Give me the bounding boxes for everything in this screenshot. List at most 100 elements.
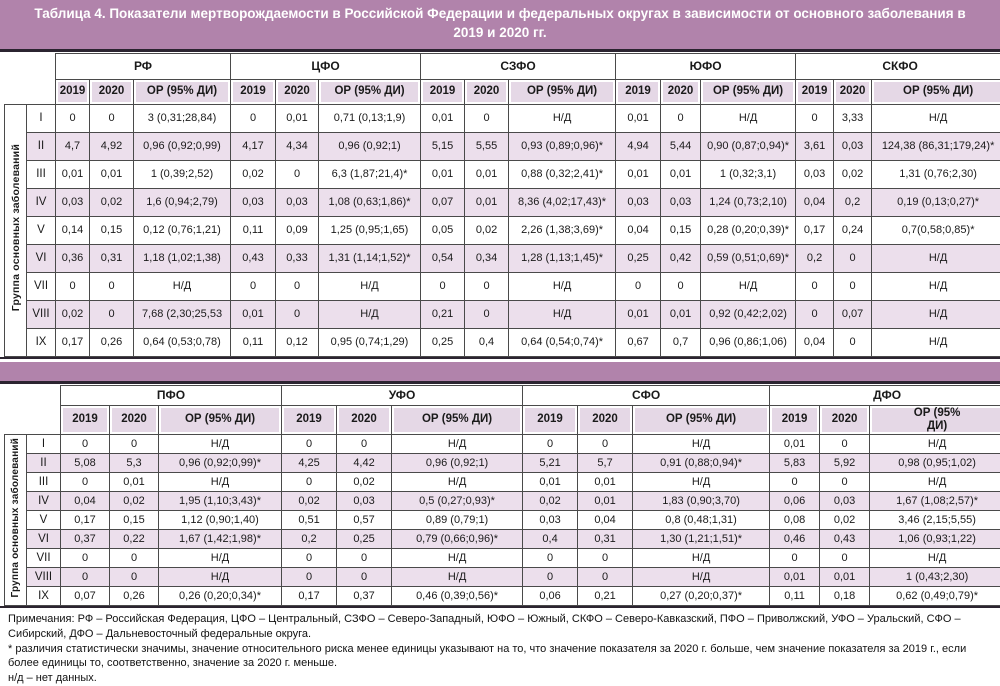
data-cell: 4,42: [337, 454, 392, 473]
data-cell: 1,31 (0,76;2,30): [872, 160, 1000, 188]
data-cell: 0,79 (0,66;0,96)*: [392, 530, 523, 549]
data-cell: 1,31 (1,14;1,52)*: [319, 244, 421, 272]
data-cell: 0: [820, 549, 870, 568]
row-group-vertical-label: Группа основных заболеваний: [5, 435, 27, 606]
data-cell: 0,06: [770, 492, 820, 511]
year-header: 2020: [840, 85, 866, 97]
data-cell: 0,24: [834, 216, 872, 244]
data-cell: 0,03: [834, 132, 872, 160]
data-cell: 0: [337, 435, 392, 454]
data-cell: 8,36 (4,02;17,43)*: [509, 188, 616, 216]
district-header: ЮФО: [616, 53, 796, 79]
data-cell: 0,01: [770, 568, 820, 587]
data-cell: 0,04: [61, 492, 110, 511]
data-cell: 0,06: [523, 587, 578, 606]
district-header: РФ: [56, 53, 231, 79]
data-cell: 0,37: [61, 530, 110, 549]
data-cell: Н/Д: [159, 568, 282, 587]
data-cell: 0,33: [276, 244, 319, 272]
data-cell: 0,43: [231, 244, 276, 272]
data-cell: Н/Д: [870, 549, 1000, 568]
data-cell: Н/Д: [509, 104, 616, 132]
data-cell: Н/Д: [319, 300, 421, 328]
data-cell: 0,09: [276, 216, 319, 244]
data-cell: Н/Д: [872, 272, 1000, 300]
row-group-vertical-label: Группа основных заболеваний: [5, 104, 27, 356]
note-no-data: н/д – нет данных.: [8, 671, 992, 685]
row-group-label: I: [27, 104, 56, 132]
data-cell: 0: [337, 549, 392, 568]
data-cell: 5,3: [110, 454, 159, 473]
data-cell: 0,03: [820, 492, 870, 511]
data-cell: 0,01: [90, 160, 134, 188]
header-cell: ОР (95% ДИ): [872, 79, 1000, 104]
data-cell: Н/Д: [509, 272, 616, 300]
header-cell: 2019: [282, 405, 337, 434]
data-cell: Н/Д: [870, 473, 1000, 492]
data-cell: 0,01: [661, 160, 701, 188]
header-cell: 2020: [834, 79, 872, 104]
data-cell: 0,14: [56, 216, 90, 244]
data-cell: 0: [820, 473, 870, 492]
data-cell: 4,92: [90, 132, 134, 160]
data-cell: 1,12 (0,90;1,40): [159, 511, 282, 530]
data-cell: 0: [523, 549, 578, 568]
header-cell: 2020: [110, 405, 159, 434]
data-cell: 0: [578, 435, 633, 454]
data-cell: 0,12 (0,76;1,21): [134, 216, 231, 244]
row-group-label: VI: [27, 244, 56, 272]
header-cell: 2020: [820, 405, 870, 434]
data-cell: 0,89 (0,79;1): [392, 511, 523, 530]
data-cell: 0,98 (0,95;1,02): [870, 454, 1000, 473]
data-cell: 0,01: [110, 473, 159, 492]
data-cell: 0,51: [282, 511, 337, 530]
header-cell: 2020: [465, 79, 509, 104]
row-group-label: IX: [27, 587, 61, 606]
year-header: 2020: [351, 413, 377, 425]
data-cell: 0: [56, 272, 90, 300]
data-cell: 0,91 (0,88;0,94)*: [633, 454, 770, 473]
data-cell: Н/Д: [392, 568, 523, 587]
data-cell: 0: [276, 300, 319, 328]
data-cell: 0: [282, 549, 337, 568]
header-cell: ОР (95% ДИ): [392, 405, 523, 434]
data-cell: 0,03: [523, 511, 578, 530]
data-cell: 0,01: [231, 300, 276, 328]
data-cell: 0,01: [616, 104, 661, 132]
data-cell: 0: [90, 300, 134, 328]
data-cell: 0: [110, 568, 159, 587]
data-cell: 0: [61, 435, 110, 454]
data-cell: 0,02: [523, 492, 578, 511]
data-cell: 0,7: [661, 328, 701, 356]
data-cell: 0: [834, 244, 872, 272]
data-cell: 0,54: [421, 244, 465, 272]
data-cell: Н/Д: [159, 435, 282, 454]
data-cell: Н/Д: [633, 435, 770, 454]
row-group-label: II: [27, 132, 56, 160]
data-cell: 0: [770, 549, 820, 568]
data-cell: 4,17: [231, 132, 276, 160]
data-cell: 0,42: [661, 244, 701, 272]
data-cell: 0,01: [578, 492, 633, 511]
data-cell: 3 (0,31;28,84): [134, 104, 231, 132]
data-cell: 0,01: [523, 473, 578, 492]
row-group-label: II: [27, 454, 61, 473]
data-cell: 1,67 (1,08;2,57)*: [870, 492, 1000, 511]
data-cell: 0,01: [820, 568, 870, 587]
row-group-label: VII: [27, 272, 56, 300]
data-cell: 0,59 (0,51;0,69)*: [701, 244, 796, 272]
data-cell: 0: [337, 568, 392, 587]
row-group-label: III: [27, 160, 56, 188]
data-cell: 0,17: [796, 216, 834, 244]
header-cell: ОР (95% ДИ): [870, 405, 1000, 434]
row-group-label: III: [27, 473, 61, 492]
data-cell: Н/Д: [509, 300, 616, 328]
data-cell: 1,30 (1,21;1,51)*: [633, 530, 770, 549]
data-cell: 0,95 (0,74;1,29): [319, 328, 421, 356]
data-cell: 0,21: [421, 300, 465, 328]
